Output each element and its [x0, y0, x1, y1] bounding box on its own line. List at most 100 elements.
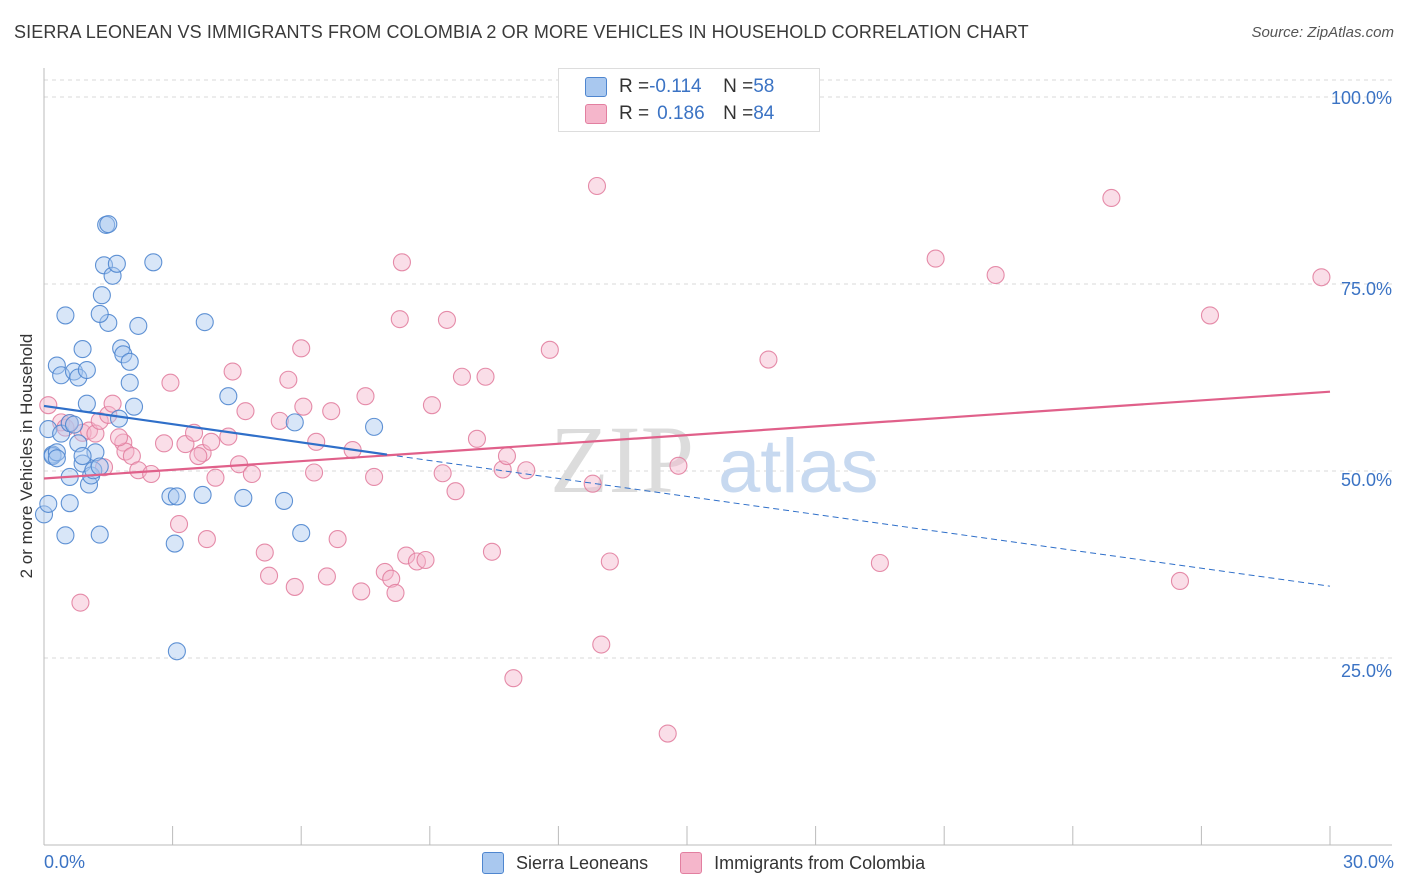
correlation-legend: R = -0.114 N = 58 R = 0.186 N = 84: [558, 68, 820, 132]
data-point: [517, 461, 536, 480]
data-point: [540, 340, 559, 359]
series-legend: Sierra Leoneans Immigrants from Colombia: [482, 852, 925, 874]
data-point: [60, 494, 79, 513]
data-point: [90, 457, 109, 476]
data-point: [165, 534, 184, 553]
data-point: [120, 373, 139, 392]
data-point: [103, 266, 122, 285]
data-point: [161, 487, 180, 506]
data-point: [90, 304, 109, 323]
y-tick-50: 50.0%: [1340, 470, 1392, 490]
data-point: [279, 370, 298, 389]
data-point: [259, 566, 279, 585]
y-tick-75: 75.0%: [1340, 279, 1392, 299]
data-point: [305, 463, 324, 482]
legend-r-value: 0.186: [657, 103, 705, 124]
data-point: [154, 434, 174, 453]
data-point: [270, 411, 289, 430]
series-sierra-leoneans-points: [34, 215, 384, 661]
data-point: [189, 446, 208, 466]
data-point: [493, 460, 512, 479]
data-point: [365, 467, 384, 487]
data-point: [193, 485, 212, 504]
legend-swatch-colombia: [680, 852, 703, 874]
data-point: [386, 583, 405, 602]
data-point: [285, 577, 304, 596]
data-point: [56, 306, 75, 325]
data-point: [242, 464, 261, 484]
legend-r-label: R =: [619, 103, 650, 124]
x-tick-min: 0.0%: [44, 852, 86, 872]
legend-label-colombia: Immigrants from Colombia: [714, 852, 926, 873]
data-point: [759, 350, 778, 369]
data-point: [392, 253, 411, 272]
data-point: [422, 396, 441, 415]
data-point: [587, 176, 607, 196]
data-point: [433, 464, 452, 483]
data-point: [504, 669, 523, 688]
data-point: [390, 310, 409, 329]
data-point: [236, 402, 255, 421]
legend-n-label: N =: [723, 103, 754, 124]
legend-n-value: 84: [753, 103, 775, 124]
source-label: Source: ZipAtlas.com: [1251, 24, 1394, 41]
data-point: [452, 367, 472, 386]
data-point: [255, 543, 274, 562]
data-point: [397, 546, 416, 565]
data-point: [356, 387, 375, 406]
data-point: [219, 387, 238, 406]
data-point: [206, 468, 225, 487]
data-point: [47, 443, 66, 462]
data-point: [114, 345, 133, 364]
data-point: [352, 582, 371, 601]
trend-line-colombia: [43, 390, 1331, 480]
data-point: [292, 524, 311, 543]
data-point: [142, 464, 161, 484]
data-point: [1200, 306, 1220, 325]
data-point: [39, 396, 58, 415]
data-point: [109, 428, 129, 447]
data-point: [73, 340, 92, 359]
data-point: [120, 352, 139, 371]
data-point: [437, 310, 456, 329]
data-point: [47, 356, 66, 375]
data-point: [583, 474, 602, 493]
data-point: [317, 567, 336, 586]
data-point: [223, 362, 242, 381]
legend-label-sierra-leoneans: Sierra Leoneans: [516, 852, 649, 873]
data-point: [144, 253, 163, 272]
trend-line-sierra-leoneans: [43, 404, 388, 456]
x-tick-max: 30.0%: [1342, 852, 1394, 872]
data-point: [167, 642, 186, 661]
legend-swatch-pink: [585, 104, 607, 124]
data-point: [107, 254, 126, 273]
legend-r-value: -0.114: [649, 76, 702, 97]
y-axis-label: 2 or more Vehicles in Household: [17, 333, 36, 579]
data-point: [328, 530, 347, 549]
data-point: [64, 415, 84, 434]
data-point: [129, 316, 148, 335]
legend-n-label: N =: [723, 76, 754, 97]
data-point: [497, 446, 517, 466]
data-point: [124, 397, 144, 416]
chart-title: SIERRA LEONEAN VS IMMIGRANTS FROM COLOMB…: [14, 22, 1029, 42]
data-point: [292, 339, 311, 358]
data-point: [90, 525, 109, 544]
data-point: [77, 394, 96, 413]
data-point: [322, 402, 341, 421]
data-point: [365, 417, 384, 436]
data-point: [103, 394, 122, 413]
data-point: [870, 553, 889, 573]
data-point: [482, 542, 502, 561]
legend-swatch-sierra-leoneans: [482, 852, 504, 874]
data-point: [592, 635, 611, 654]
legend-r-label: R =: [619, 76, 650, 97]
data-point: [99, 215, 118, 234]
watermark-atlas: atlas: [718, 424, 879, 509]
data-point: [476, 367, 495, 386]
data-point: [467, 429, 487, 448]
data-point: [1170, 571, 1190, 591]
data-point: [446, 482, 465, 501]
legend-row-sierra-leoneans: R = -0.114 N = 58: [585, 75, 774, 99]
